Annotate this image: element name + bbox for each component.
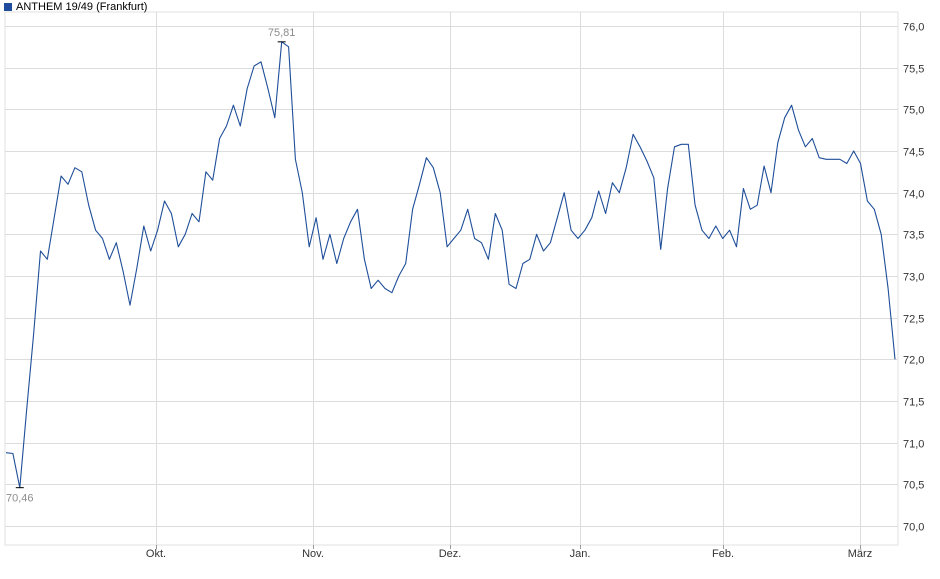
- x-tick-label: Nov.: [302, 548, 324, 560]
- x-tick-label: Feb.: [712, 548, 734, 560]
- series-line: [5, 41, 896, 489]
- chart-grid: [4, 11, 899, 549]
- y-tick-label: 70,0: [903, 522, 924, 534]
- x-tick-label: März: [848, 548, 872, 560]
- y-tick-label: 71,0: [903, 439, 924, 451]
- max-value-label: 75,81: [268, 27, 296, 39]
- legend: ANTHEM 19/49 (Frankfurt): [4, 0, 147, 14]
- y-tick-label: 76,0: [903, 22, 924, 34]
- y-tick-label: 75,0: [903, 105, 924, 117]
- y-tick-label: 72,0: [903, 355, 924, 367]
- y-tick-label: 73,5: [903, 230, 924, 242]
- chart-annotations: 75,81 70,46: [6, 27, 295, 505]
- y-axis-labels: 70,0 70,5 71,0 71,5 72,0 72,5 73,0 73,5 74,0 74,5…: [903, 22, 924, 534]
- legend-label: ANTHEM 19/49 (Frankfurt): [16, 1, 148, 13]
- y-tick-label: 74,5: [903, 147, 924, 159]
- y-tick-label: 70,5: [903, 480, 924, 492]
- y-tick-label: 71,5: [903, 397, 924, 409]
- x-tick-label: Okt.: [146, 548, 166, 560]
- min-value-label: 70,46: [6, 493, 34, 505]
- legend-swatch: [4, 3, 12, 11]
- y-tick-label: 74,0: [903, 189, 924, 201]
- y-tick-label: 75,5: [903, 64, 924, 76]
- x-tick-label: Dez.: [439, 548, 462, 560]
- plot-border: [4, 11, 899, 546]
- y-tick-label: 72,5: [903, 314, 924, 326]
- y-tick-label: 73,0: [903, 272, 924, 284]
- x-tick-label: Jan.: [570, 548, 591, 560]
- chart-series: [5, 41, 896, 489]
- x-axis-labels: Okt. Nov. Dez. Jan. Feb. März: [146, 548, 872, 560]
